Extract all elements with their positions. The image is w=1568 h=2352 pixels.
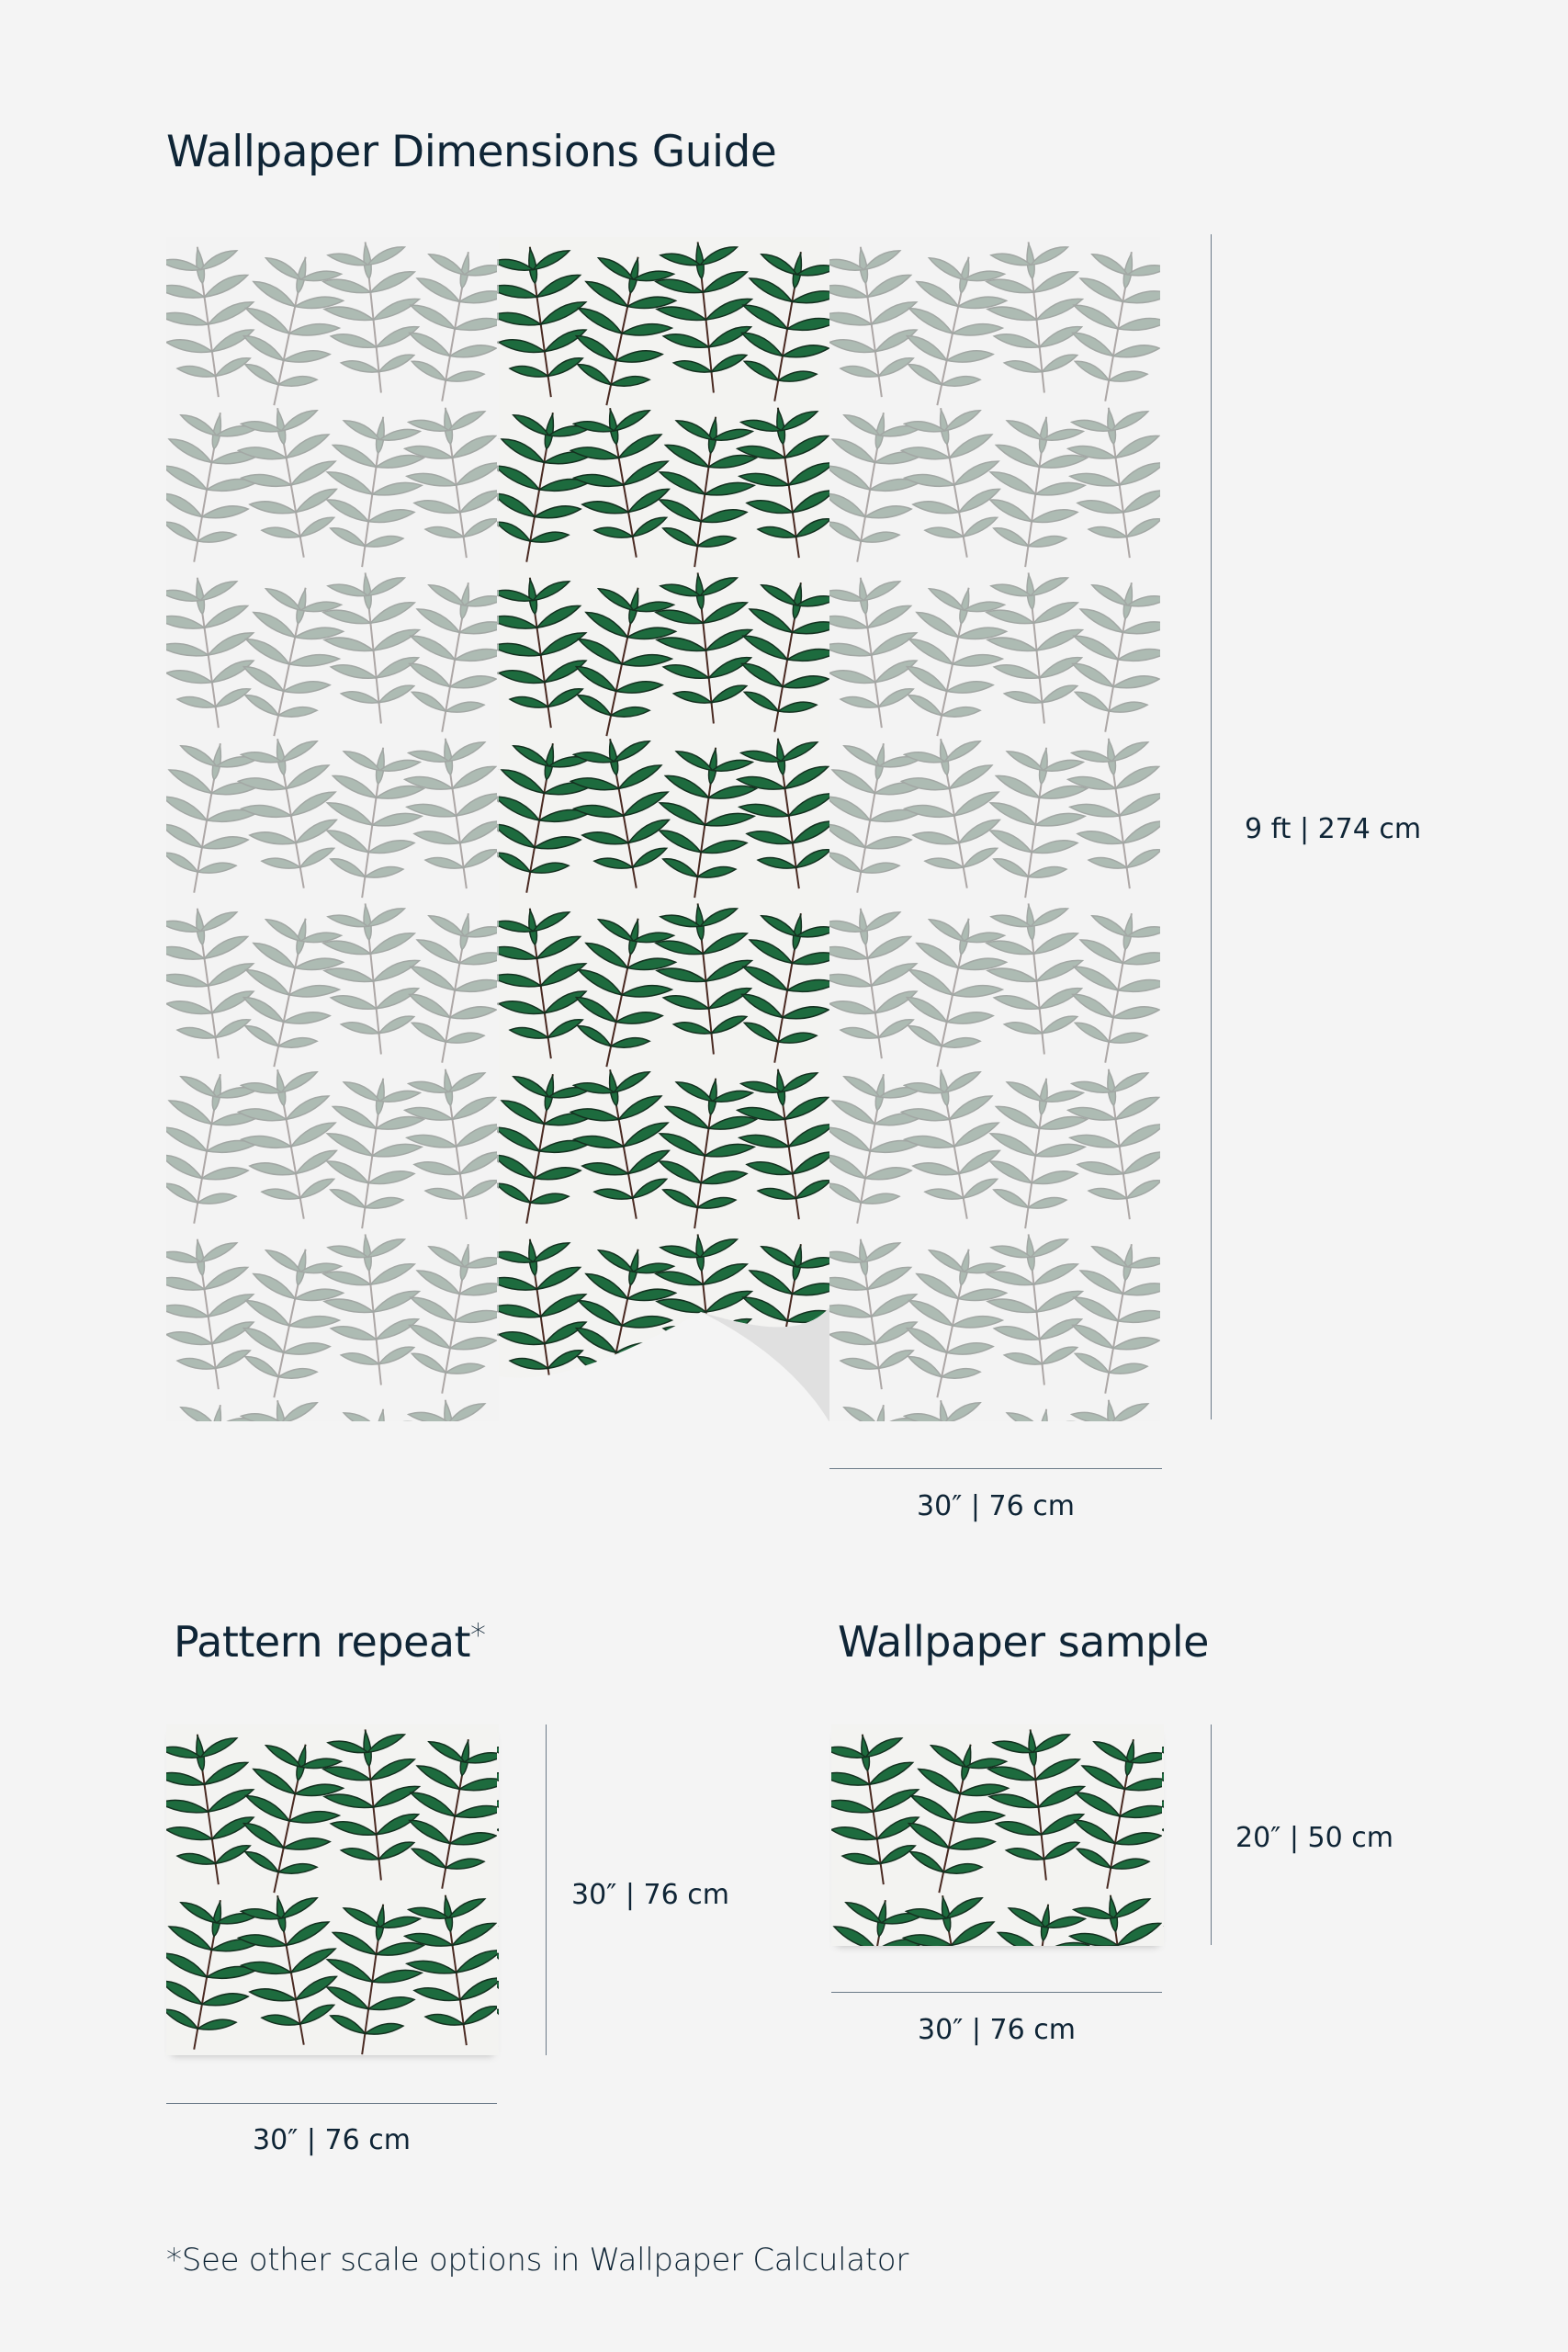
wallpaper-panel-center <box>499 237 829 1421</box>
footnote: *See other scale options in Wallpaper Ca… <box>166 2242 908 2278</box>
pattern-height-label: 30″ | 76 cm <box>571 1879 729 1911</box>
pattern-repeat-title: Pattern repeat <box>174 1617 471 1667</box>
pattern-repeat-swatch <box>166 1724 499 2055</box>
height-dimension-line <box>1211 234 1212 1419</box>
roll-width-label: 30″ | 76 cm <box>917 1490 1075 1522</box>
sample-width-line <box>831 1992 1162 1993</box>
pattern-width-label: 30″ | 76 cm <box>253 2124 411 2156</box>
sample-height-label: 20″ | 50 cm <box>1235 1822 1393 1854</box>
wallpaper-panel-left <box>166 237 499 1421</box>
pattern-height-line <box>546 1724 547 2055</box>
sample-swatch <box>831 1724 1164 1946</box>
sample-width-label: 30″ | 76 cm <box>918 2014 1076 2046</box>
sample-heading: Wallpaper sample <box>838 1617 1209 1667</box>
pattern-repeat-heading: Pattern repeat* <box>174 1617 486 1667</box>
width-dimension-line <box>829 1468 1162 1469</box>
page-title: Wallpaper Dimensions Guide <box>166 127 777 177</box>
asterisk: * <box>470 1617 486 1654</box>
sample-height-line <box>1211 1724 1212 1945</box>
wallpaper-panel-right <box>829 237 1160 1421</box>
roll-height-label: 9 ft | 274 cm <box>1245 813 1422 845</box>
pattern-width-line <box>166 2103 497 2104</box>
